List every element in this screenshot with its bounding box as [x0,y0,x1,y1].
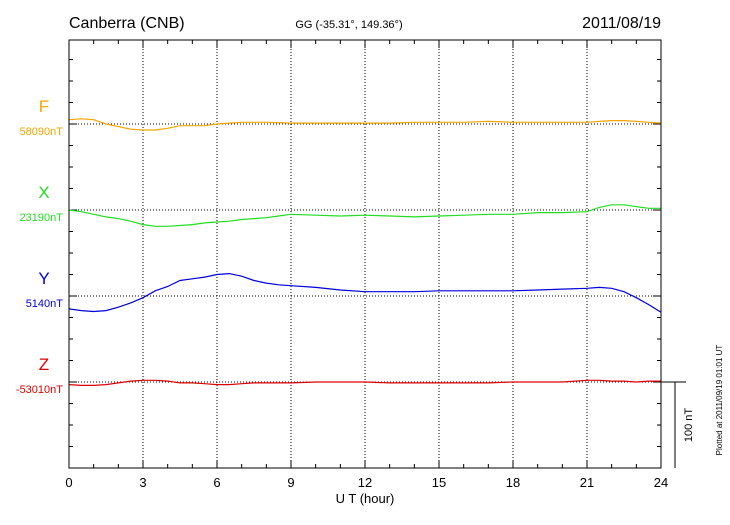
series-line-x [68,204,661,227]
series-line-f [68,118,662,131]
series-name-labels: F X Y Z [38,97,49,374]
series-baseline-label-y: 5140nT [26,298,64,310]
x-tick-label: 24 [654,475,668,490]
x-tick-label: 3 [139,475,146,490]
station-title: Canberra (CNB) [69,15,185,32]
scale-bar-label: 100 nT [683,408,695,443]
series-name-x: X [38,183,49,202]
x-tick-label: 0 [65,475,72,490]
x-axis-label: U T (hour) [336,491,395,506]
axis-ticks [68,40,662,468]
x-tick-label: 15 [432,475,446,490]
x-tick-label: 18 [506,475,520,490]
coordinates-label: GG (-35.31°, 149.36°) [295,19,402,31]
series-baseline-label-x: 23190nT [20,212,64,224]
x-tick-label: 21 [580,475,594,490]
series-line-z [68,379,661,386]
series-line-y [68,272,662,313]
x-tick-label: 12 [358,475,372,490]
series-baseline-label-z: -53010nT [16,384,63,396]
x-tick-label: 9 [287,475,294,490]
series-baseline-label-f: 58090nT [20,126,64,138]
grid-lines [69,40,661,468]
plotted-timestamp: Plotted at 2011/09/19 01:01 UT [715,345,724,456]
series-name-f: F [39,97,49,116]
series-traces [68,118,662,386]
x-tick-labels: 0 3 6 9 12 15 18 21 24 [65,475,668,490]
plot-frame [68,39,662,469]
series-name-z: Z [39,355,49,374]
series-baseline-labels: 58090nT 23190nT 5140nT -53010nT [16,126,63,396]
date-label: 2011/08/19 [582,15,661,32]
series-name-y: Y [38,269,49,288]
x-tick-label: 6 [213,475,220,490]
